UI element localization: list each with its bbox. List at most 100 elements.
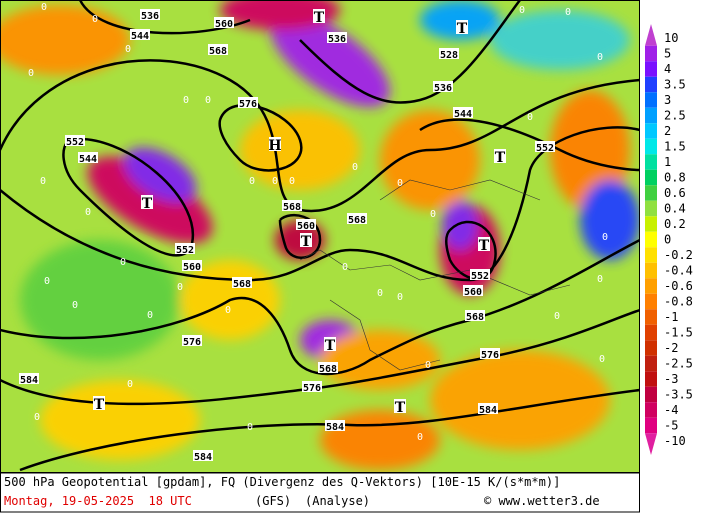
footer-date: Montag, 19-05-2025 18 UTC <box>4 494 192 508</box>
field-label: 0 <box>177 282 183 293</box>
colorbar-swatch <box>645 386 657 403</box>
contour-label: 536 <box>434 83 452 94</box>
contour-label: 552 <box>471 271 489 282</box>
field-label: 0 <box>127 379 133 390</box>
contour-label-bg <box>282 200 302 211</box>
colorbar-swatch <box>645 340 657 356</box>
colorbar-label: -2.5 <box>664 357 693 371</box>
colorbar-swatch <box>645 185 657 201</box>
contour-label-bg <box>327 32 347 43</box>
colorbar-label: 10 <box>664 31 678 45</box>
field-label: 0 <box>342 262 348 273</box>
colorbar-label: 0.2 <box>664 217 686 231</box>
field-label: 0 <box>565 7 571 18</box>
colorbar-arrow <box>645 24 657 46</box>
field-label: 0 <box>289 176 295 187</box>
colorbar-swatch <box>645 278 657 294</box>
contour-label-bg <box>470 269 490 280</box>
contour-label-bg <box>478 403 498 414</box>
field-label: 0 <box>41 2 47 13</box>
contour-label-bg <box>238 97 258 108</box>
colorbar-label: -10 <box>664 434 686 448</box>
pressure-center: T <box>325 338 336 354</box>
contour-label: 568 <box>283 202 301 213</box>
contour-label-bg <box>193 450 213 461</box>
colorbar-swatch <box>645 92 657 108</box>
colorbar-swatch <box>645 154 657 170</box>
field-label: 0 <box>554 311 560 322</box>
contour-label: 584 <box>20 375 38 386</box>
center-bg <box>456 20 468 34</box>
colorbar-label: 3 <box>664 93 671 107</box>
colorbar-label: -3.5 <box>664 388 693 402</box>
pressure-center: T <box>142 196 153 212</box>
center-bg <box>494 149 506 163</box>
contour-label-bg <box>232 277 252 288</box>
colorbar-swatch <box>645 200 657 217</box>
contour-label: 568 <box>209 46 227 57</box>
field-label: 0 <box>597 274 603 285</box>
field-label: 0 <box>417 432 423 443</box>
pressure-center: T <box>457 21 468 37</box>
contour-label-bg <box>463 285 483 296</box>
center-bg <box>324 337 336 351</box>
map: 536 560 568 544 536 528 536 544 576 552 544 552 552 5… <box>0 0 640 473</box>
contour-label-bg <box>130 29 150 40</box>
contour-label: 576 <box>183 337 201 348</box>
contour-label-bg <box>65 135 85 146</box>
pressure-center: T <box>479 238 490 254</box>
contour-label-bg <box>78 152 98 163</box>
colorbar-label: 2.5 <box>664 109 686 123</box>
pressure-center: T <box>301 234 312 250</box>
field-label: 0 <box>425 360 431 371</box>
colorbar-label: 1.5 <box>664 140 686 154</box>
field-label: 0 <box>225 305 231 316</box>
colorbar-label: -3 <box>664 372 678 386</box>
colorbar-label: 0 <box>664 233 671 247</box>
colorbar-label: 0.4 <box>664 202 686 216</box>
contour-label-bg <box>175 243 195 254</box>
contour-label-bg <box>325 420 345 431</box>
contour-label: 584 <box>194 452 212 463</box>
field-label: 0 <box>519 5 525 16</box>
pressure-center: H <box>268 138 281 154</box>
colorbar-label: -5 <box>664 419 678 433</box>
contour-label: 584 <box>326 422 344 433</box>
colorbar-swatch <box>645 169 657 186</box>
field-label: 0 <box>28 68 34 79</box>
colorbar-swatch <box>645 61 657 77</box>
colorbar-swatch <box>645 324 657 341</box>
colorbar-label: -2 <box>664 341 678 355</box>
contour-label: 552 <box>536 143 554 154</box>
colorbar-label: 1 <box>664 155 671 169</box>
colorbar-label: -0.8 <box>664 295 693 309</box>
contour-label: 560 <box>215 19 233 30</box>
contour-label-bg <box>182 335 202 346</box>
field-label: 0 <box>205 95 211 106</box>
field-label: 0 <box>397 178 403 189</box>
field-label: 0 <box>120 257 126 268</box>
contour-label-bg <box>465 310 485 321</box>
contour-label: 576 <box>303 383 321 394</box>
field-label: 0 <box>183 95 189 106</box>
colorbar-swatch <box>645 262 657 279</box>
colorbar-label: -4 <box>664 403 678 417</box>
field-label: 0 <box>377 288 383 299</box>
contour-label: 544 <box>131 31 149 42</box>
contour-label: 568 <box>348 215 366 226</box>
colorbar-swatch <box>645 309 657 325</box>
footer-box <box>0 472 640 513</box>
footer-run: (Analyse) <box>305 494 370 508</box>
colorbar-swatch <box>645 76 657 93</box>
center-bg <box>394 399 406 413</box>
colorbar-swatch <box>645 247 657 263</box>
colorbar-label: 2 <box>664 124 671 138</box>
center-bg <box>313 9 325 23</box>
field-label: 0 <box>527 112 533 123</box>
colorbar-swatch <box>645 216 657 232</box>
contour-label-bg <box>182 260 202 271</box>
field-label: 0 <box>397 292 403 303</box>
field-label: 0 <box>430 209 436 220</box>
center-bg <box>141 195 153 209</box>
